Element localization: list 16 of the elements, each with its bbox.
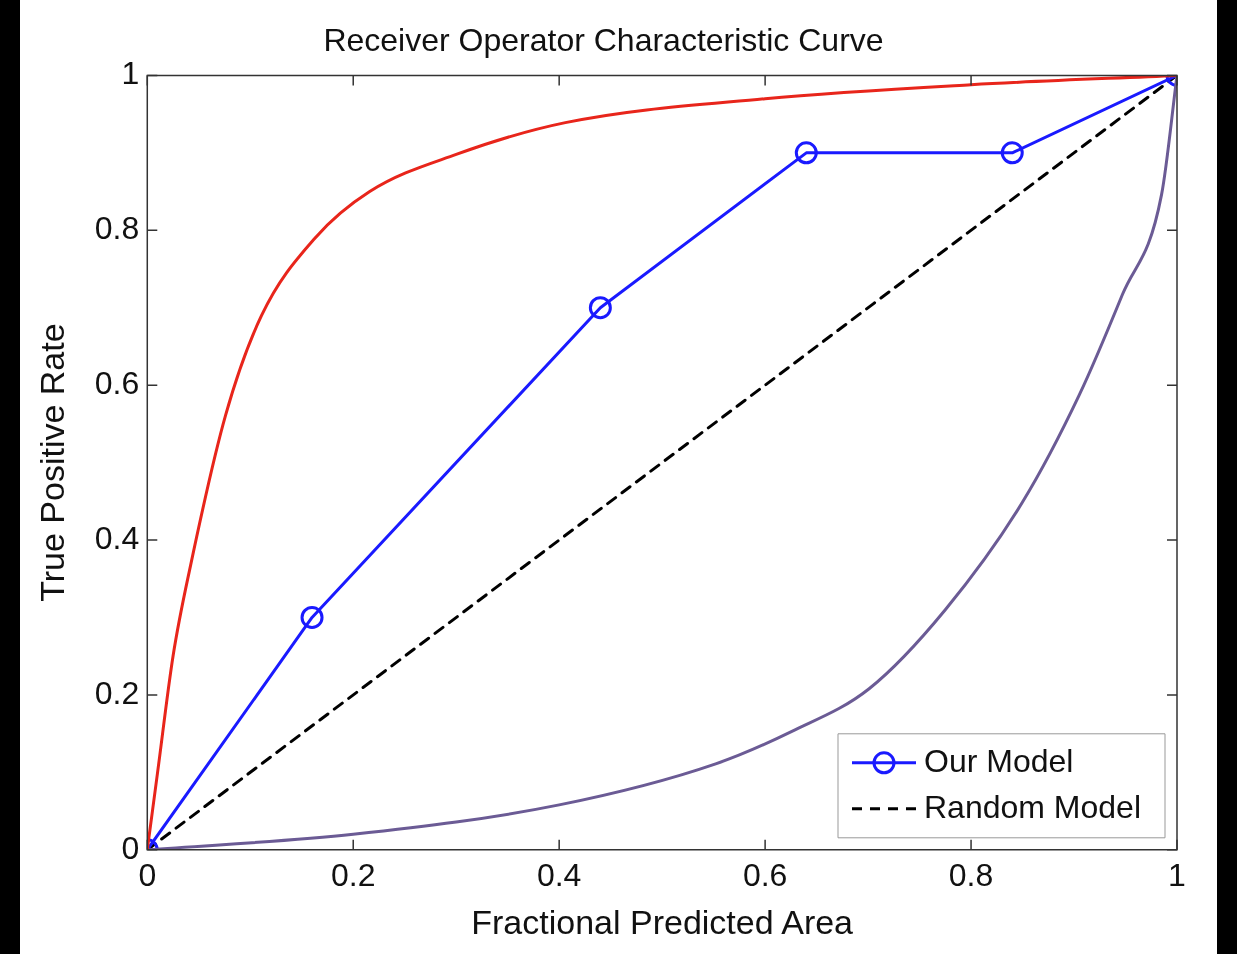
legend-label: Random Model — [924, 788, 1141, 825]
x-tick-label: 1 — [1168, 856, 1186, 893]
y-axis-title: True Positive Rate — [32, 323, 71, 602]
y-tick-label: 0.6 — [94, 364, 140, 401]
y-tick-label: 0.4 — [94, 519, 140, 556]
chart-title: Receiver Operator Characteristic Curve — [323, 22, 884, 59]
x-tick-label: 0.4 — [536, 856, 582, 893]
x-axis-title: Fractional Predicted Area — [471, 902, 854, 941]
x-tick-label: 0.8 — [948, 856, 994, 893]
x-tick-label: 0.2 — [330, 856, 376, 893]
y-tick-label: 1 — [121, 55, 140, 92]
legend-label: Our Model — [924, 742, 1074, 779]
y-tick-label: 0.8 — [94, 210, 140, 247]
x-tick-label: 0.6 — [742, 856, 788, 893]
y-tick-label: 0.2 — [94, 674, 140, 711]
y-tick-label: 0 — [121, 829, 140, 866]
